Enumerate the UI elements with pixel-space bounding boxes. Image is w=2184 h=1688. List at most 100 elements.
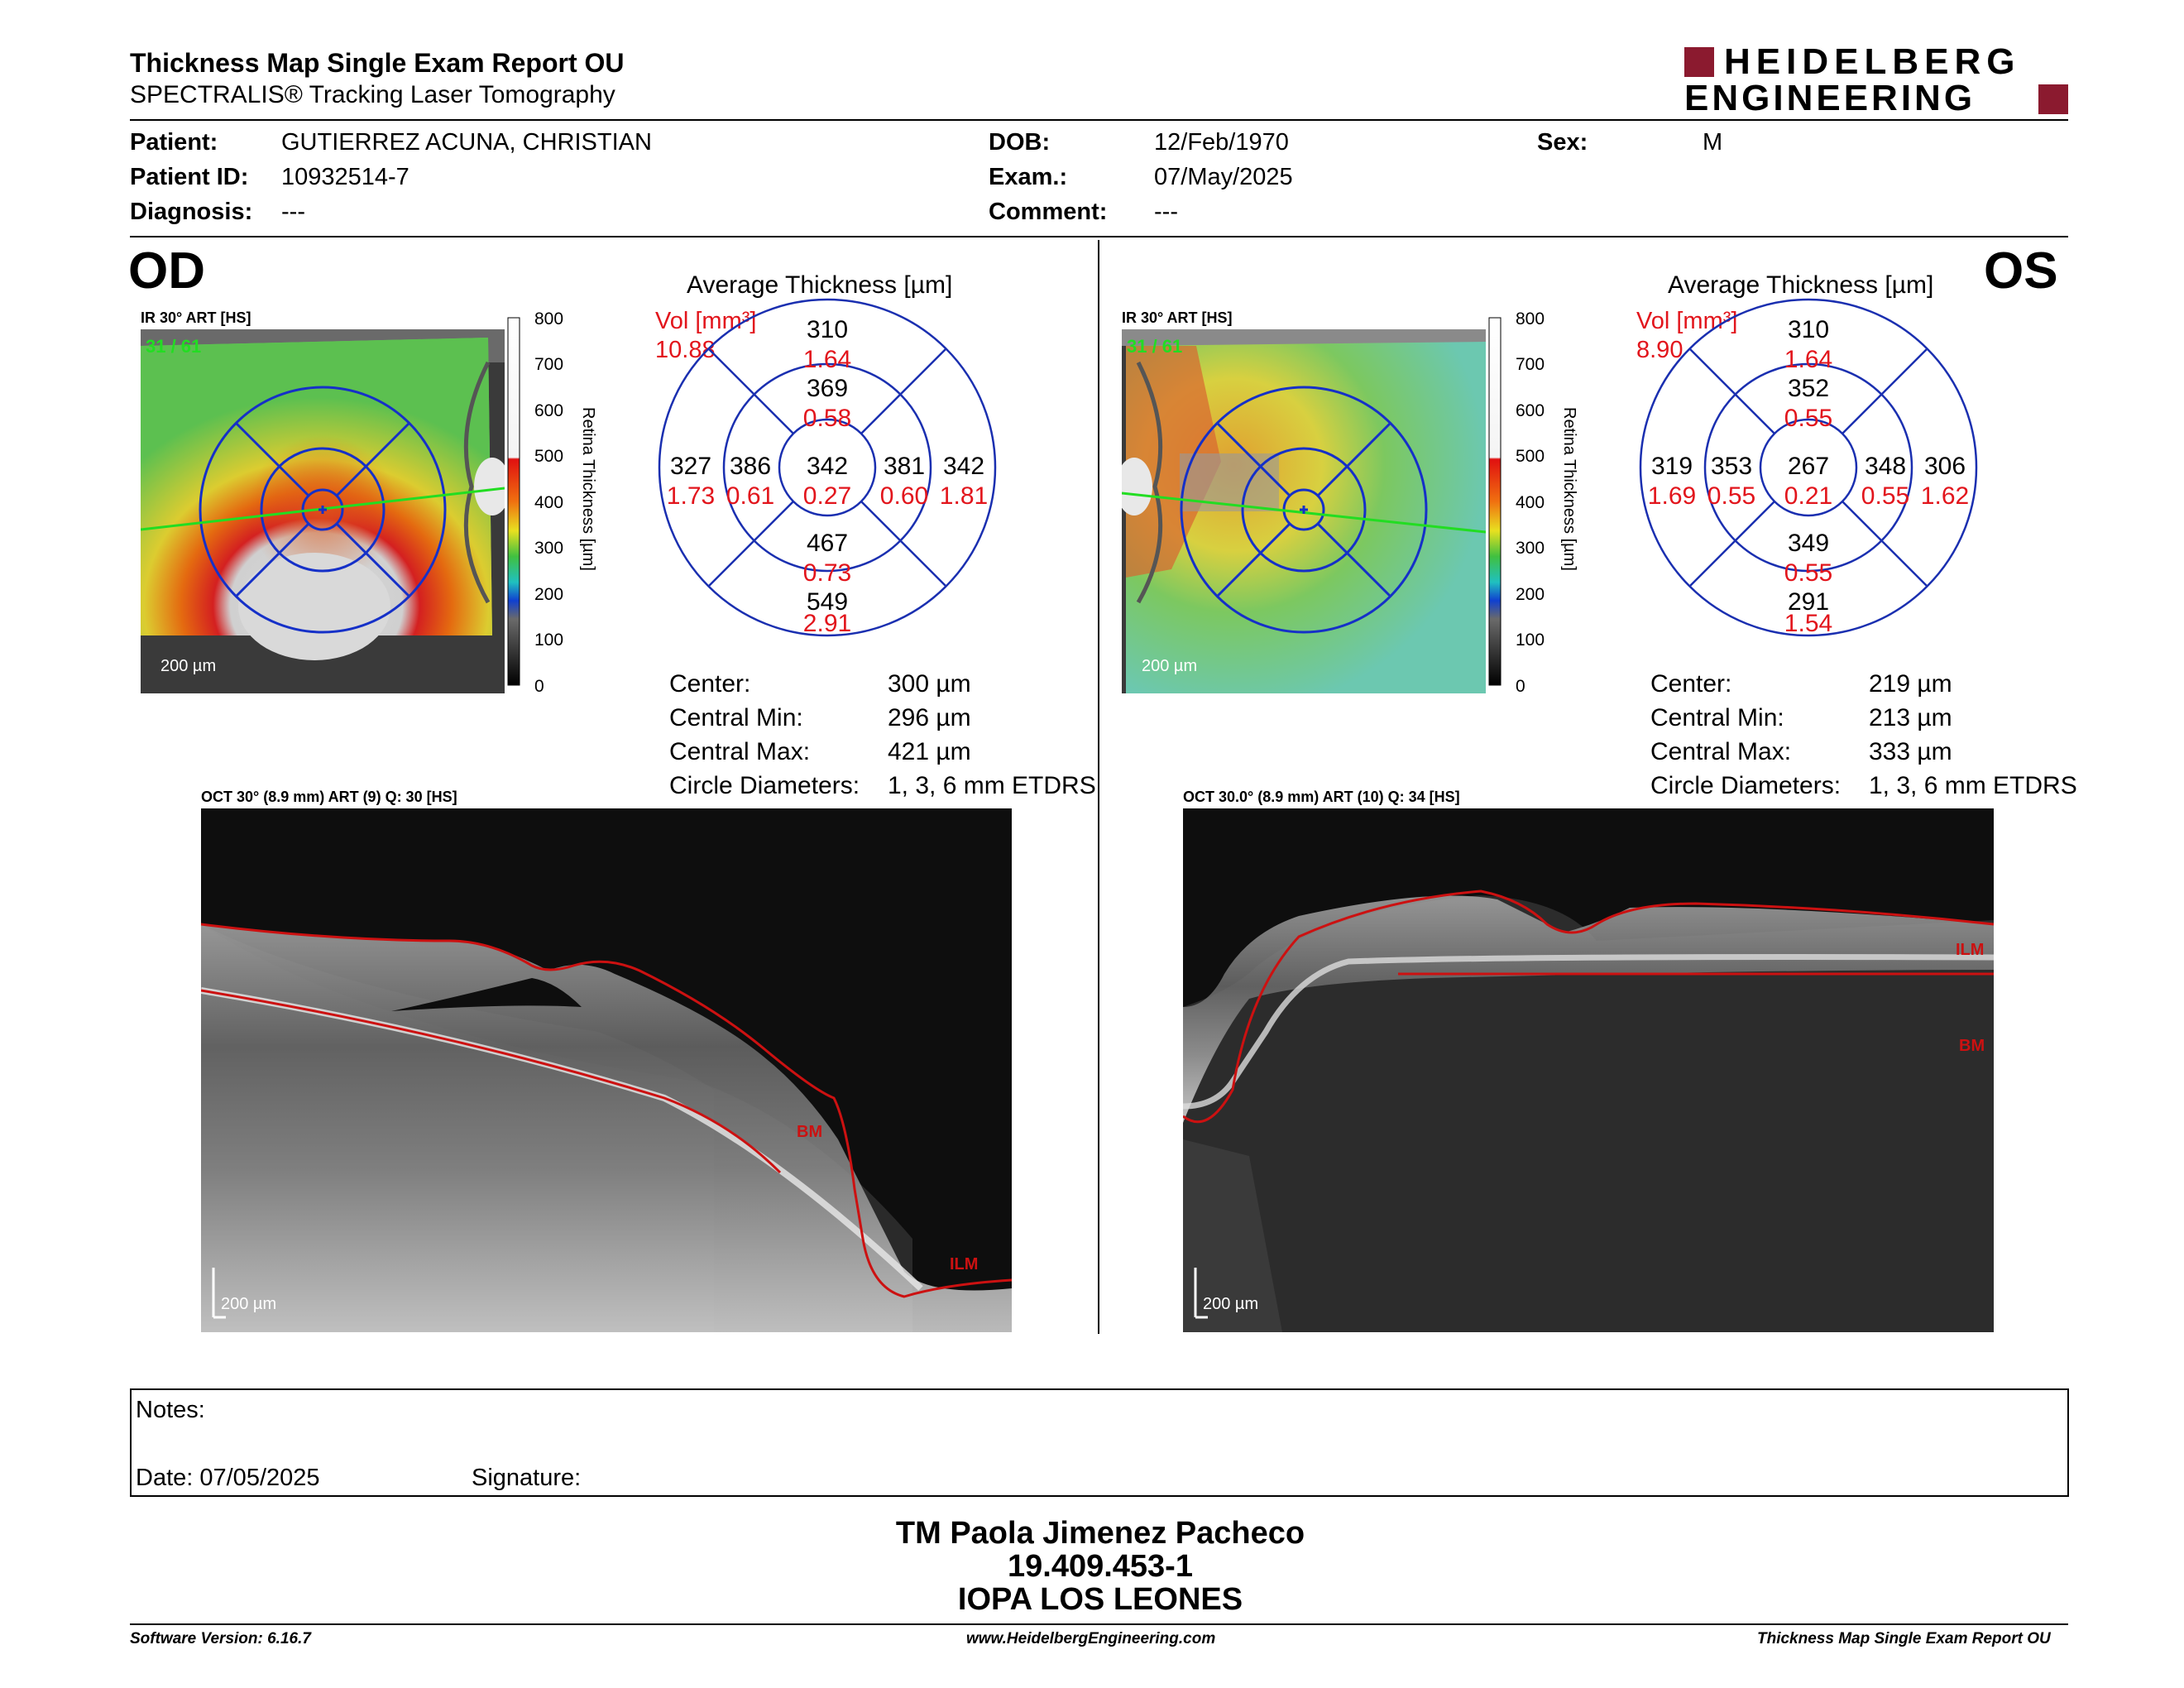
od-stat-diam-value: 1, 3, 6 mm ETDRS (888, 772, 1096, 799)
sex-label: Sex: (1537, 129, 1588, 156)
heidelberg-logo: HEIDELBERG ENGINEERING (1684, 43, 2068, 117)
scale-tick-200: 200 (534, 585, 564, 604)
patient-id-label: Patient ID: (130, 164, 249, 190)
os-scale-tick-400: 400 (1516, 493, 1545, 512)
od-outer-left-vol: 1.73 (667, 482, 715, 510)
os-inner-bottom-thk: 349 (1788, 530, 1829, 557)
os-outer-left-thk: 319 (1651, 453, 1693, 480)
comment-value: --- (1154, 199, 1178, 225)
diagnosis-label: Diagnosis: (130, 199, 253, 225)
os-vol-label: Vol [mm³] (1636, 308, 1738, 334)
os-ir-scalebar: 200 µm (1142, 657, 1198, 675)
os-color-scale: 800 700 600 500 400 300 200 100 0 Retina… (1487, 309, 1578, 696)
os-oct-ilm-label: ILM (1956, 941, 1985, 959)
od-stat-diam-label: Circle Diameters: (669, 772, 860, 799)
od-outer-right-vol: 1.81 (940, 482, 988, 510)
os-stat-max-value: 333 µm (1869, 738, 1952, 765)
od-inner-left-vol: 0.61 (726, 482, 774, 510)
scale-tick-100: 100 (534, 631, 564, 650)
eye-label-os: OS (1984, 242, 2058, 300)
os-stat-center-label: Center: (1650, 670, 1732, 698)
os-outer-bottom-vol: 1.54 (1784, 610, 1832, 637)
os-vol-total: 8.90 (1636, 337, 1684, 363)
os-avg-title: Average Thickness [µm] (1668, 271, 1934, 299)
od-stat-min-value: 296 µm (888, 704, 971, 731)
footer-rule (130, 1623, 2068, 1625)
od-color-scale: 800 700 600 500 400 300 200 100 0 Retina… (506, 309, 597, 696)
od-oct-scalebar: 200 µm (221, 1295, 277, 1313)
od-avg-title: Average Thickness [µm] (687, 271, 953, 299)
scale-tick-400: 400 (534, 493, 564, 512)
comment-label: Comment: (989, 199, 1108, 225)
os-inner-left-vol: 0.55 (1707, 482, 1755, 510)
od-ir-overlay: 31 / 61 (146, 336, 202, 357)
signer-name: TM Paola Jimenez Pacheco (895, 1516, 1305, 1551)
os-scale-tick-0: 0 (1516, 677, 1525, 696)
od-outer-bottom-vol: 2.91 (803, 610, 851, 637)
patient-label: Patient: (130, 129, 218, 156)
scale-tick-500: 500 (534, 447, 564, 466)
notes-signature-label: Signature: (472, 1465, 582, 1491)
od-oct-bscan: BM ILM 200 µm (201, 808, 1012, 1332)
footer-website[interactable]: www.HeidelbergEngineering.com (966, 1630, 1216, 1647)
od-outer-left-thk: 327 (670, 453, 711, 480)
logo-line2: ENGINEERING (1684, 78, 1976, 118)
notes-box (130, 1388, 2069, 1497)
od-inner-left-thk: 386 (730, 453, 771, 480)
os-scale-tick-500: 500 (1516, 447, 1545, 466)
report-title: Thickness Map Single Exam Report OU (130, 48, 625, 78)
dob-label: DOB: (989, 129, 1051, 156)
od-inner-bottom-vol: 0.73 (803, 559, 851, 587)
os-scale-tick-100: 100 (1516, 631, 1545, 650)
notes-label: Notes: (136, 1397, 205, 1423)
od-outer-right-thk: 342 (943, 453, 984, 480)
od-inner-top-thk: 369 (807, 375, 848, 402)
od-stat-center-value: 300 µm (888, 670, 971, 698)
logo-square-bottom (2038, 84, 2068, 114)
od-outer-top-thk: 310 (807, 316, 848, 343)
scale-tick-300: 300 (534, 539, 564, 558)
os-inner-top-vol: 0.55 (1784, 405, 1832, 432)
scale-tick-600: 600 (534, 401, 564, 420)
header-rule (130, 119, 2068, 121)
os-etdrs-grid: 310 1.64 352 0.55 319 1.69 353 0.55 267 … (1639, 298, 1978, 637)
os-stat-min-value: 213 µm (1869, 704, 1952, 731)
od-oct-bm-label: BM (797, 1123, 823, 1141)
patient-id-value: 10932514-7 (281, 164, 410, 190)
dob-value: 12/Feb/1970 (1154, 129, 1289, 156)
os-outer-bottom-thk: 291 (1788, 588, 1829, 616)
os-stat-diam-value: 1, 3, 6 mm ETDRS (1869, 772, 2077, 799)
os-inner-right-vol: 0.55 (1861, 482, 1909, 510)
report-subtitle: SPECTRALIS® Tracking Laser Tomography (130, 81, 615, 108)
scale-axis-label: Retina Thickness [µm] (579, 407, 597, 571)
exam-label: Exam.: (989, 164, 1068, 190)
footer-software: Software Version: 6.16.7 (130, 1630, 311, 1647)
logo-square-top (1684, 47, 1714, 77)
os-inner-right-thk: 348 (1865, 453, 1906, 480)
os-scale-tick-800: 800 (1516, 309, 1545, 328)
os-stat-max-label: Central Max: (1650, 738, 1792, 765)
od-stat-max-label: Central Max: (669, 738, 811, 765)
patient-rule (130, 236, 2068, 237)
os-scale-tick-300: 300 (1516, 539, 1545, 558)
os-outer-right-vol: 1.62 (1921, 482, 1969, 510)
os-inner-left-thk: 353 (1711, 453, 1752, 480)
os-ir-overlay: 31 / 61 (1127, 336, 1183, 357)
logo-line1: HEIDELBERG (1724, 41, 2021, 82)
od-inner-right-thk: 381 (884, 453, 925, 480)
signer-id: 19.409.453-1 (1008, 1549, 1193, 1584)
od-thickness-map: 31 / 61 200 µm (141, 329, 505, 693)
scale-tick-0: 0 (534, 677, 544, 696)
od-stat-min-label: Central Min: (669, 704, 803, 731)
os-outer-top-thk: 310 (1788, 316, 1829, 343)
os-center-thk: 267 (1788, 453, 1829, 480)
os-stat-center-value: 219 µm (1869, 670, 1952, 698)
os-oct-caption: OCT 30.0° (8.9 mm) ART (10) Q: 34 [HS] (1183, 789, 1460, 805)
notes-date: Date: 07/05/2025 (136, 1465, 320, 1491)
od-etdrs-grid: 310 1.64 369 0.58 327 1.73 386 0.61 342 … (658, 298, 997, 637)
os-outer-left-vol: 1.69 (1648, 482, 1696, 510)
os-scale-tick-700: 700 (1516, 355, 1545, 374)
od-outer-top-vol: 1.64 (803, 346, 851, 373)
os-scale-axis-label: Retina Thickness [µm] (1560, 407, 1578, 571)
sex-value: M (1703, 129, 1723, 156)
